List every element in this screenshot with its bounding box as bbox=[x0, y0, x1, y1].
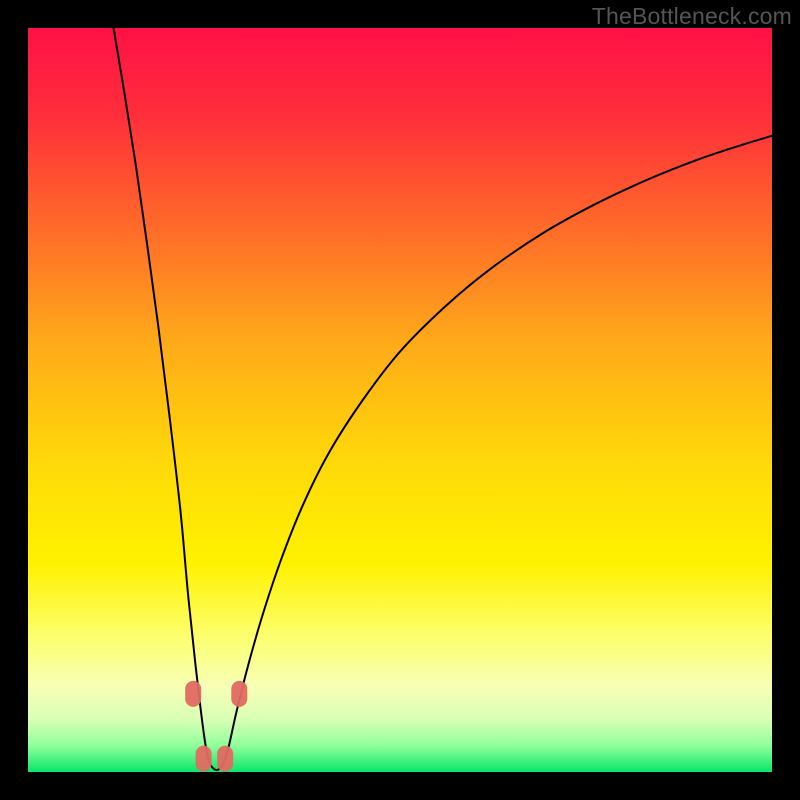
watermark-label: TheBottleneck.com bbox=[592, 3, 792, 30]
curve-marker bbox=[231, 681, 247, 707]
chart-canvas: TheBottleneck.com bbox=[0, 0, 800, 800]
gradient-background bbox=[28, 28, 772, 772]
curve-marker bbox=[185, 681, 201, 707]
curve-marker bbox=[196, 746, 212, 772]
curve-marker bbox=[217, 746, 233, 772]
bottleneck-chart-svg bbox=[0, 0, 800, 800]
